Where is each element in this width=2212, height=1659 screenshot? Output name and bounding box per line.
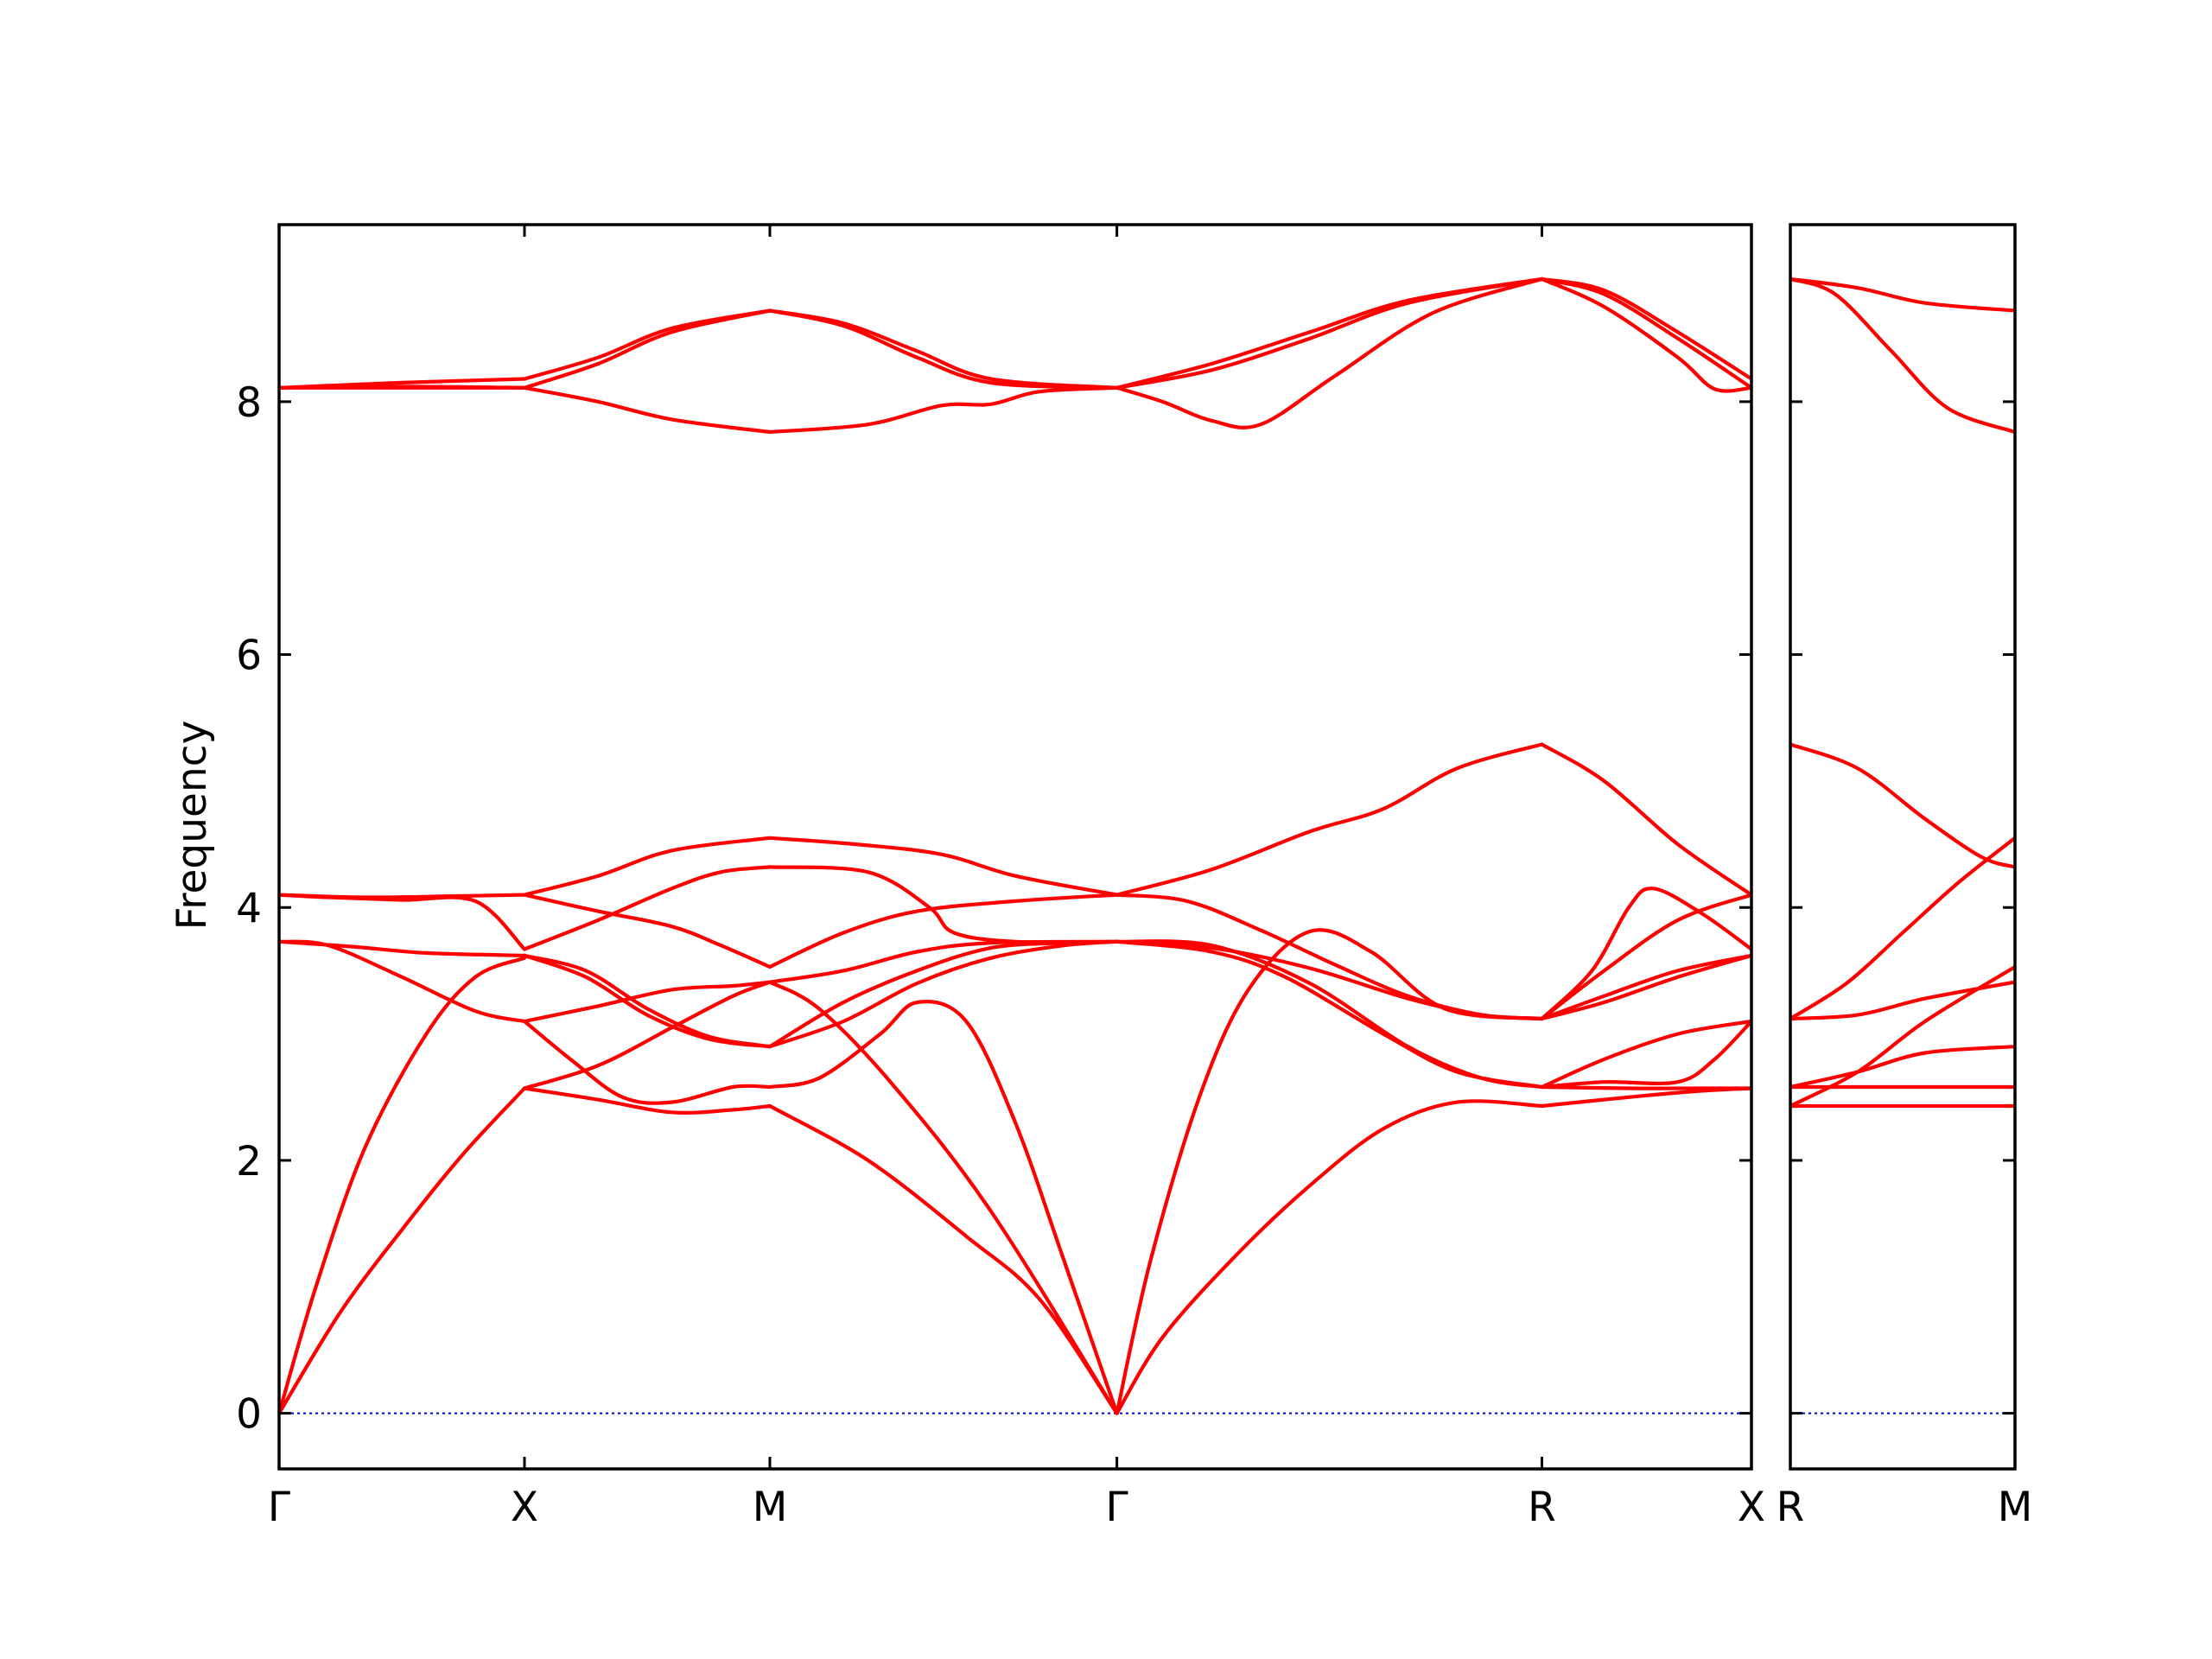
phonon-branch-0-28 xyxy=(767,865,1119,944)
y-axis-title: Frequency xyxy=(168,721,216,931)
phonon-branch-0-23 xyxy=(767,1000,1119,1415)
x-tick-label-Γ: Γ xyxy=(268,1484,290,1531)
phonon-branch-0-30 xyxy=(767,385,1119,435)
phonon-branch-1-6 xyxy=(1790,742,2015,869)
main-panel: 0 2 4 6 8 Γ X M Γ R X xyxy=(236,223,1765,1531)
phonon-branch-0-16 xyxy=(522,893,772,969)
phonon-branch-0-53 xyxy=(1540,276,1751,390)
phonon-branch-1-8 xyxy=(1790,276,2015,435)
y-tick-label: 2 xyxy=(236,1138,262,1185)
phonon-branch-0-32 xyxy=(767,308,1119,390)
phonon-branch-0-54 xyxy=(1540,276,1751,381)
y-tick-label: 4 xyxy=(236,885,262,932)
phonon-branch-0-17 xyxy=(522,385,772,435)
phonon-branch-0-48 xyxy=(1540,953,1751,1021)
phonon-branch-0-4 xyxy=(279,893,527,951)
phonon-branch-0-1 xyxy=(279,956,527,1415)
phonon-branch-0-37 xyxy=(1115,939,1544,1021)
phonon-branch-0-44 xyxy=(1540,1084,1751,1090)
phonon-branch-0-18 xyxy=(522,308,772,390)
x-tick-label-M: M xyxy=(753,1484,788,1531)
phonon-branch-0-49 xyxy=(1540,887,1751,1021)
phonon-branch-0-24 xyxy=(767,939,1119,1049)
x-tick-label-X: X xyxy=(1738,1484,1765,1531)
phonon-branch-0-43 xyxy=(1540,1086,1751,1109)
phonon-branch-0-31 xyxy=(767,308,1119,390)
phonon-branch-0-9 xyxy=(522,1086,772,1115)
phonon-branch-0-51 xyxy=(1540,742,1751,897)
phonon-branch-1-7 xyxy=(1790,276,2015,313)
plot-frame xyxy=(277,223,1753,1471)
phonon-branch-0-14 xyxy=(522,953,772,1049)
x-tick-label-X: X xyxy=(511,1484,538,1531)
phonon-branch-0-19 xyxy=(522,308,772,381)
phonon-branch-0-0 xyxy=(279,1086,527,1415)
phonon-branch-0-50 xyxy=(1540,893,1751,1021)
phonon-branch-1-2 xyxy=(1790,1045,2015,1090)
phonon-branch-0-38 xyxy=(1115,893,1544,1021)
phonon-branch-0-45 xyxy=(1540,1019,1751,1090)
x-tick-label-M: M xyxy=(1998,1484,2033,1531)
phonon-branch-0-33 xyxy=(1115,1099,1544,1415)
phonon-branch-0-10 xyxy=(522,980,772,1090)
x-tick-label-Γ: Γ xyxy=(1105,1484,1128,1531)
phonon-branch-0-15 xyxy=(522,865,772,951)
phonon-branch-0-12 xyxy=(522,980,772,1024)
phonon-branch-1-5 xyxy=(1790,836,2015,1021)
y-tick-label: 0 xyxy=(236,1391,262,1439)
x-tick-label-R: R xyxy=(1777,1484,1805,1531)
phonon-branch-0-39 xyxy=(1115,742,1544,897)
phonon-branch-0-8 xyxy=(279,377,527,390)
phonon-branch-0-46 xyxy=(1540,1019,1751,1090)
phonon-branch-0-3 xyxy=(279,939,527,957)
phonon-branch-0-47 xyxy=(1540,953,1751,1021)
phonon-branch-0-11 xyxy=(522,1019,772,1105)
phonon-branch-0-13 xyxy=(522,953,772,1049)
y-tick-label: 8 xyxy=(236,379,262,427)
phonon-branch-0-20 xyxy=(522,836,772,897)
x-tick-label-R: R xyxy=(1528,1484,1556,1531)
phonon-branch-0-5 xyxy=(279,893,527,899)
phonon-branch-0-40 xyxy=(1115,276,1544,429)
plot-frame xyxy=(1789,223,2017,1471)
phonon-branch-0-22 xyxy=(767,980,1119,1415)
phonon-branch-0-52 xyxy=(1540,276,1751,393)
phonon-branch-1-4 xyxy=(1790,980,2015,1021)
phonon-branch-0-29 xyxy=(767,836,1119,897)
phonon-branch-0-27 xyxy=(767,893,1119,969)
phonon-branch-0-21 xyxy=(767,1103,1119,1415)
phonon-branch-0-42 xyxy=(1115,276,1544,390)
phonon-branch-0-34 xyxy=(1115,928,1544,1415)
y-tick-label: 6 xyxy=(236,632,262,680)
phonon-branch-0-36 xyxy=(1115,939,1544,1090)
